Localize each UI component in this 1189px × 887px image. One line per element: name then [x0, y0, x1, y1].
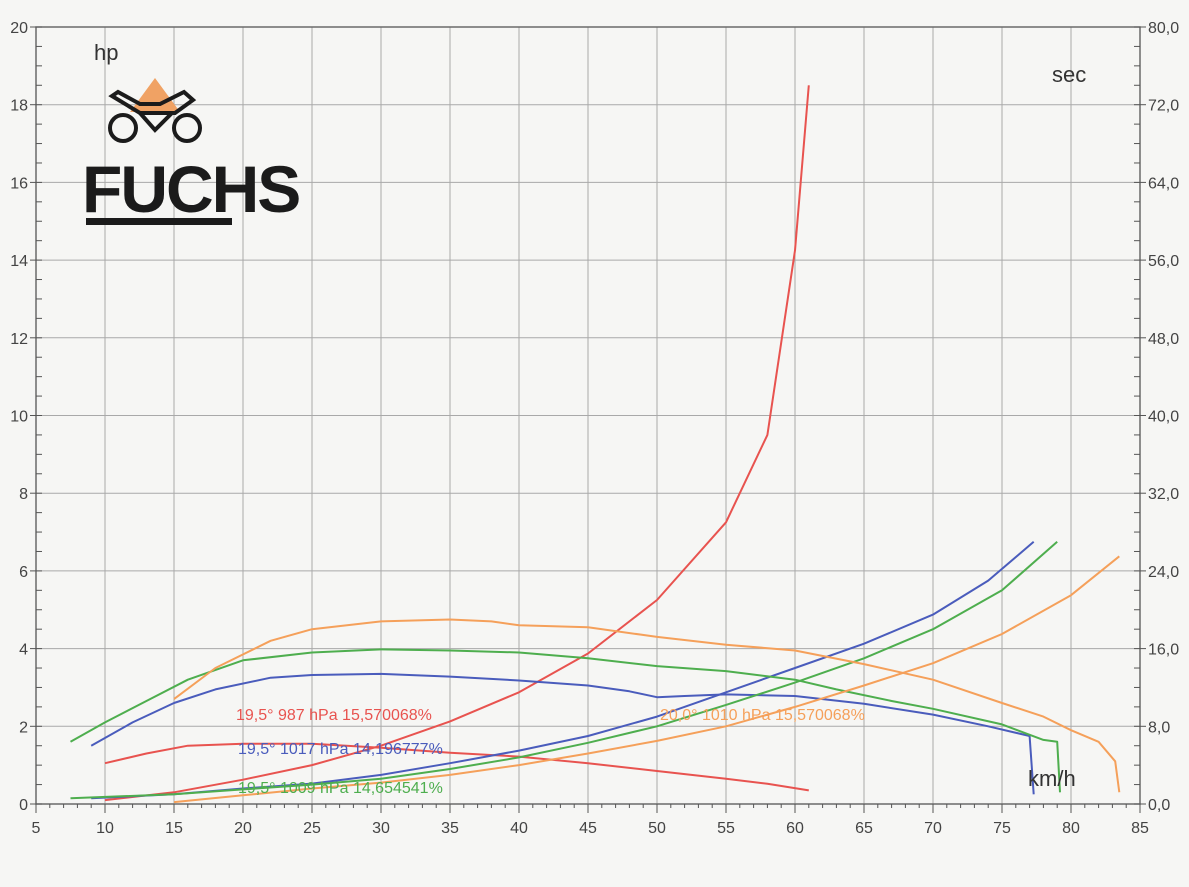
logo-underline [86, 218, 232, 225]
x-tick-label: 35 [441, 820, 459, 837]
time-line-series-0 [104, 85, 810, 802]
y-left-tick-label: 18 [10, 98, 28, 115]
x-unit-label: km/h [1028, 766, 1076, 791]
y-right-unit-label: sec [1052, 62, 1086, 87]
x-tick-label: 40 [510, 820, 528, 837]
y-right-tick-label: 16,0 [1148, 642, 1179, 659]
series-lines [70, 85, 1121, 804]
x-tick-label: 60 [786, 820, 804, 837]
legend-label-green: 19,5° 1009 hPa 14,654541% [238, 780, 443, 797]
y-left-tick-label: 2 [19, 719, 28, 736]
y-right-tick-label: 72,0 [1148, 98, 1179, 115]
grid [36, 27, 1140, 804]
y-right-tick-label: 0,0 [1148, 797, 1170, 814]
x-tick-label: 10 [96, 820, 114, 837]
x-tick-label: 20 [234, 820, 252, 837]
x-axis-ticks: 5 10 15 20 25 30 35 40 45 50 55 60 65 70 75 80 85 [32, 804, 1149, 837]
x-tick-label: 80 [1062, 820, 1080, 837]
power-line-series-2 [70, 648, 1061, 793]
power-line-series-3 [173, 618, 1121, 793]
logo-text: FUCHS [82, 152, 299, 226]
x-tick-label: 65 [855, 820, 873, 837]
legend-label-orange: 20,0° 1010 hPa 15,570068% [660, 707, 865, 724]
x-tick-label: 25 [303, 820, 321, 837]
legend: 19,5° 987 hPa 15,570068% 19,5° 1017 hPa … [236, 707, 865, 797]
x-tick-label: 55 [717, 820, 735, 837]
time-line-series-3 [173, 555, 1120, 804]
y-left-tick-label: 16 [10, 175, 28, 192]
x-tick-label: 45 [579, 820, 597, 837]
y-right-tick-label: 40,0 [1148, 409, 1179, 426]
y-right-tick-label: 56,0 [1148, 253, 1179, 270]
y-left-unit-label: hp [94, 40, 118, 65]
y-right-tick-label: 24,0 [1148, 564, 1179, 581]
legend-label-red: 19,5° 987 hPa 15,570068% [236, 707, 432, 724]
power-line-series-0 [104, 742, 809, 792]
power-line-series-1 [90, 672, 1035, 795]
y-left-tick-label: 6 [19, 564, 28, 581]
x-tick-label: 85 [1131, 820, 1149, 837]
x-tick-label: 50 [648, 820, 666, 837]
logo-triangle [130, 78, 180, 112]
y-right-tick-label: 32,0 [1148, 486, 1179, 503]
y-left-tick-label: 14 [10, 253, 28, 270]
legend-label-blue: 19,5° 1017 hPa 14,196777% [238, 741, 443, 758]
x-tick-label: 70 [924, 820, 942, 837]
y-right-axis-ticks: 0,0 8,0 16,0 24,0 32,0 40,0 48,0 56,0 64,0 72,0 80… [1140, 20, 1179, 814]
fuchs-logo: FUCHS [82, 78, 301, 226]
x-tick-label: 30 [372, 820, 390, 837]
x-tick-label: 5 [32, 820, 41, 837]
motorcycle-icon [108, 89, 202, 143]
x-tick-label: 15 [165, 820, 183, 837]
x-tick-label: 75 [993, 820, 1011, 837]
y-left-tick-label: 0 [19, 797, 28, 814]
y-left-tick-label: 4 [19, 642, 28, 659]
y-left-tick-label: 12 [10, 331, 28, 348]
y-right-tick-label: 8,0 [1148, 719, 1170, 736]
y-right-tick-label: 64,0 [1148, 175, 1179, 192]
y-right-tick-label: 48,0 [1148, 331, 1179, 348]
y-left-tick-label: 20 [10, 20, 28, 37]
y-left-tick-label: 10 [10, 409, 28, 426]
y-left-axis-ticks: 0 2 4 6 8 10 12 14 16 18 20 [10, 20, 36, 814]
y-right-tick-label: 80,0 [1148, 20, 1179, 37]
y-left-tick-label: 8 [19, 486, 28, 503]
time-line-series-2 [70, 541, 1058, 800]
